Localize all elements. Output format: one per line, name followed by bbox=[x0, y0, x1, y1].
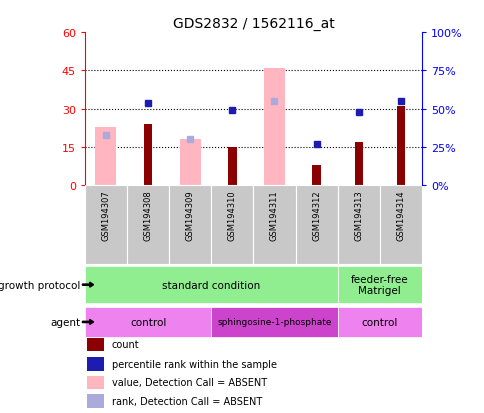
Text: rank, Detection Call = ABSENT: rank, Detection Call = ABSENT bbox=[111, 396, 261, 406]
Bar bbox=[85, 266, 337, 304]
Bar bbox=[211, 307, 337, 337]
Bar bbox=[263, 69, 285, 186]
Bar bbox=[337, 307, 421, 337]
Title: GDS2832 / 1562116_at: GDS2832 / 1562116_at bbox=[172, 17, 333, 31]
Text: agent: agent bbox=[50, 317, 80, 327]
Bar bbox=[169, 186, 211, 264]
Bar bbox=[211, 186, 253, 264]
Text: control: control bbox=[361, 317, 397, 327]
Bar bbox=[85, 186, 127, 264]
Text: feeder-free
Matrigel: feeder-free Matrigel bbox=[350, 274, 408, 296]
Text: standard condition: standard condition bbox=[162, 280, 260, 290]
Bar bbox=[87, 376, 104, 389]
Text: percentile rank within the sample: percentile rank within the sample bbox=[111, 359, 276, 369]
Bar bbox=[379, 186, 421, 264]
Bar bbox=[85, 307, 211, 337]
Text: GSM194313: GSM194313 bbox=[353, 190, 363, 240]
Bar bbox=[354, 142, 362, 186]
Bar bbox=[295, 186, 337, 264]
Text: control: control bbox=[130, 317, 166, 327]
Bar bbox=[87, 394, 104, 408]
Bar bbox=[179, 140, 200, 186]
Text: value, Detection Call = ABSENT: value, Detection Call = ABSENT bbox=[111, 377, 266, 387]
Bar bbox=[227, 147, 236, 186]
Text: count: count bbox=[111, 339, 139, 349]
Bar bbox=[396, 107, 404, 186]
Text: GSM194312: GSM194312 bbox=[312, 190, 320, 240]
Bar bbox=[127, 186, 169, 264]
Bar bbox=[144, 125, 152, 186]
Bar bbox=[337, 266, 421, 304]
Text: GSM194311: GSM194311 bbox=[270, 190, 278, 240]
Text: GSM194307: GSM194307 bbox=[101, 190, 110, 240]
Bar bbox=[312, 166, 320, 186]
Text: GSM194310: GSM194310 bbox=[227, 190, 236, 240]
Bar bbox=[95, 127, 116, 186]
Text: sphingosine-1-phosphate: sphingosine-1-phosphate bbox=[217, 318, 331, 327]
Bar bbox=[87, 338, 104, 351]
Text: GSM194314: GSM194314 bbox=[395, 190, 405, 240]
Bar bbox=[87, 357, 104, 370]
Text: GSM194309: GSM194309 bbox=[185, 190, 194, 240]
Text: GSM194308: GSM194308 bbox=[143, 190, 152, 240]
Bar bbox=[337, 186, 379, 264]
Bar bbox=[253, 186, 295, 264]
Text: growth protocol: growth protocol bbox=[0, 280, 80, 290]
